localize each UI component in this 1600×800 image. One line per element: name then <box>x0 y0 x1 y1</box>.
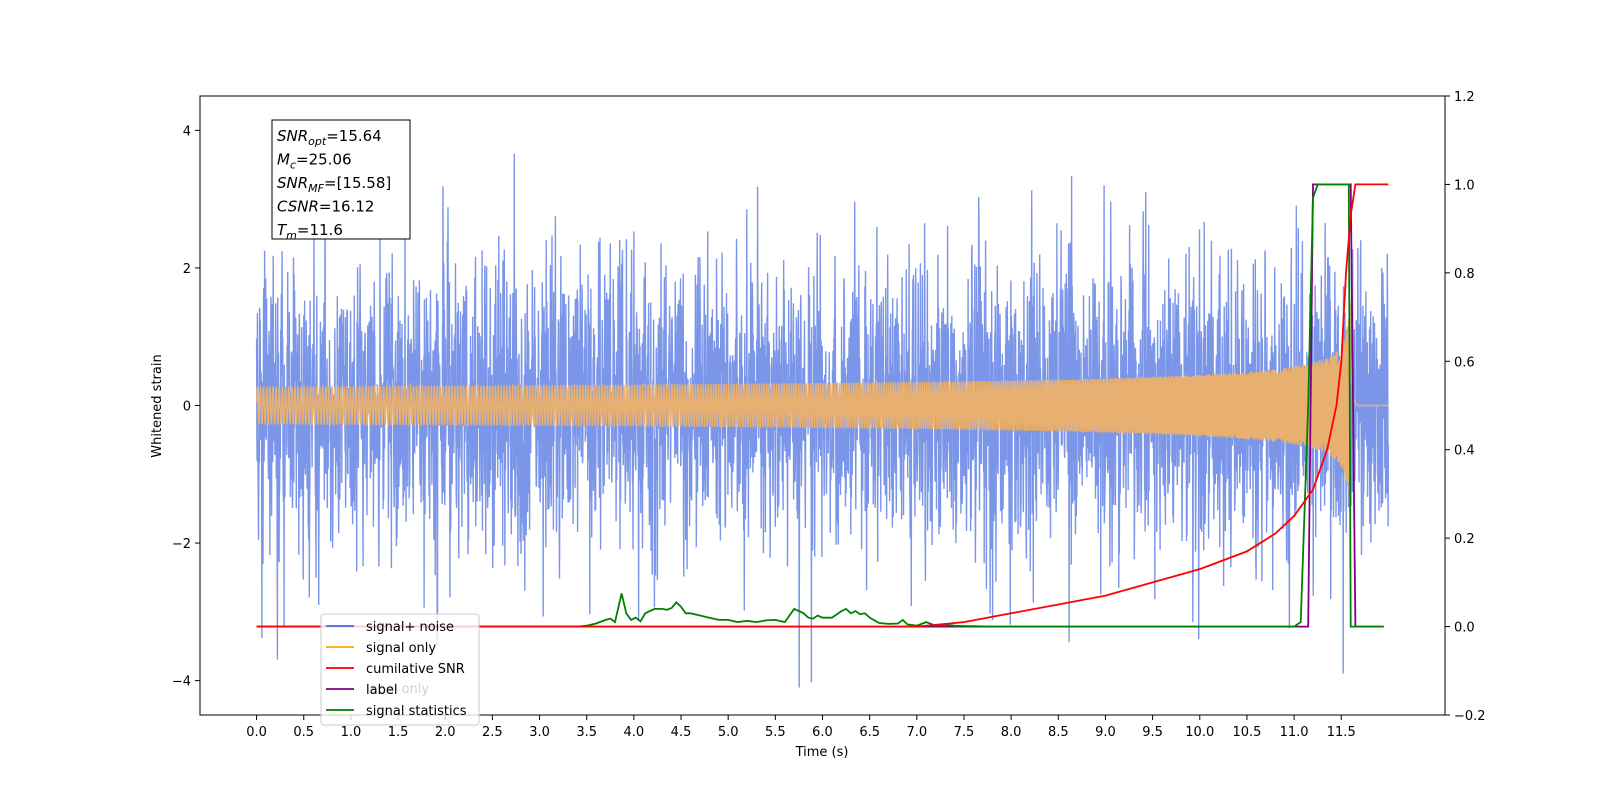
x-tick-label: 7.5 <box>954 725 975 740</box>
y2-tick-label: 1.2 <box>1454 90 1475 105</box>
x-tick-label: 11.5 <box>1327 725 1356 740</box>
annotation-line: Tm=11.6 <box>277 221 343 242</box>
x-tick-label: 0.5 <box>293 725 314 740</box>
y2-tick-label: 0.2 <box>1454 532 1475 547</box>
x-tick-label: 10.0 <box>1185 725 1214 740</box>
legend-frame <box>320 613 480 726</box>
y-axis-ticks: 4 2 0 −2 −4 <box>172 124 200 690</box>
y-tick-label: 2 <box>183 262 191 277</box>
series-cumilative-snr <box>256 183 1389 628</box>
x-tick-label: 5.0 <box>718 725 739 740</box>
x-tick-label: 3.5 <box>576 725 597 740</box>
x-tick-label: 4.0 <box>624 725 645 740</box>
x-tick-label: 4.5 <box>671 725 692 740</box>
legend: signal+ noise signal only cumilative SNR si… <box>320 613 480 726</box>
legend-label-signal-noise: signal+ noise <box>366 620 454 635</box>
y2-tick-label: 0.6 <box>1454 355 1475 370</box>
x-tick-label: 1.5 <box>388 725 409 740</box>
y2-tick-label: 0.8 <box>1454 267 1475 282</box>
x-tick-label: 1.0 <box>341 725 362 740</box>
x-tick-label: 8.0 <box>1001 725 1022 740</box>
series-signal-only <box>255 303 1389 503</box>
x-tick-label: 2.0 <box>435 725 456 740</box>
y-tick-label: 4 <box>183 124 191 139</box>
legend-label-cumilative-snr: cumilative SNR <box>366 662 465 677</box>
x-axis-ticks: 0.0 0.5 1.0 1.5 2.0 2.5 3.0 3.5 4.0 4.5 5.0 5.5 6.0 6… <box>246 715 1356 740</box>
y2-tick-label: 0.4 <box>1454 444 1475 459</box>
x-tick-label: 2.5 <box>482 725 503 740</box>
x-tick-label: 7.0 <box>906 725 927 740</box>
y-tick-label: −2 <box>172 537 191 552</box>
legend-label-signal-only: signal only <box>366 641 436 656</box>
series-layer <box>255 153 1390 688</box>
legend-occluded-text: label only <box>366 682 429 697</box>
x-tick-label: 0.0 <box>246 725 267 740</box>
annotation-line: CSNR=16.12 <box>277 198 374 216</box>
x-tick-label: 9.0 <box>1095 725 1116 740</box>
y-axis-label: Whitened strain <box>150 354 165 457</box>
y2-tick-label: −0.2 <box>1454 709 1486 724</box>
y-tick-label: 0 <box>183 400 191 415</box>
x-axis-label: Time (s) <box>795 745 849 760</box>
legend-label-signal-statistics: signal statistics <box>366 704 467 719</box>
annotation-line: Mc=25.06 <box>277 151 352 172</box>
x-tick-label: 9.5 <box>1142 725 1163 740</box>
x-tick-label: 11.0 <box>1280 725 1309 740</box>
x-tick-label: 10.5 <box>1232 725 1261 740</box>
x-tick-label: 5.5 <box>765 725 786 740</box>
x-tick-label: 6.0 <box>812 725 833 740</box>
legend-label-label: label <box>366 683 397 698</box>
annotation-frame <box>271 119 411 240</box>
y2-axis-ticks: 1.2 1.0 0.8 0.6 0.4 0.2 0.0 −0.2 <box>1445 90 1486 724</box>
x-tick-label: 3.0 <box>529 725 550 740</box>
y2-tick-label: 1.0 <box>1454 178 1475 193</box>
x-tick-label: 8.5 <box>1048 725 1069 740</box>
y-tick-label: −4 <box>172 675 191 690</box>
annotation-line: SNRopt=15.64 <box>277 127 382 148</box>
series-signal-statistics <box>256 183 1384 628</box>
annotation-line: SNRMF=[15.58] <box>277 174 391 195</box>
x-tick-label: 6.5 <box>859 725 880 740</box>
y2-tick-label: 0.0 <box>1454 621 1475 636</box>
